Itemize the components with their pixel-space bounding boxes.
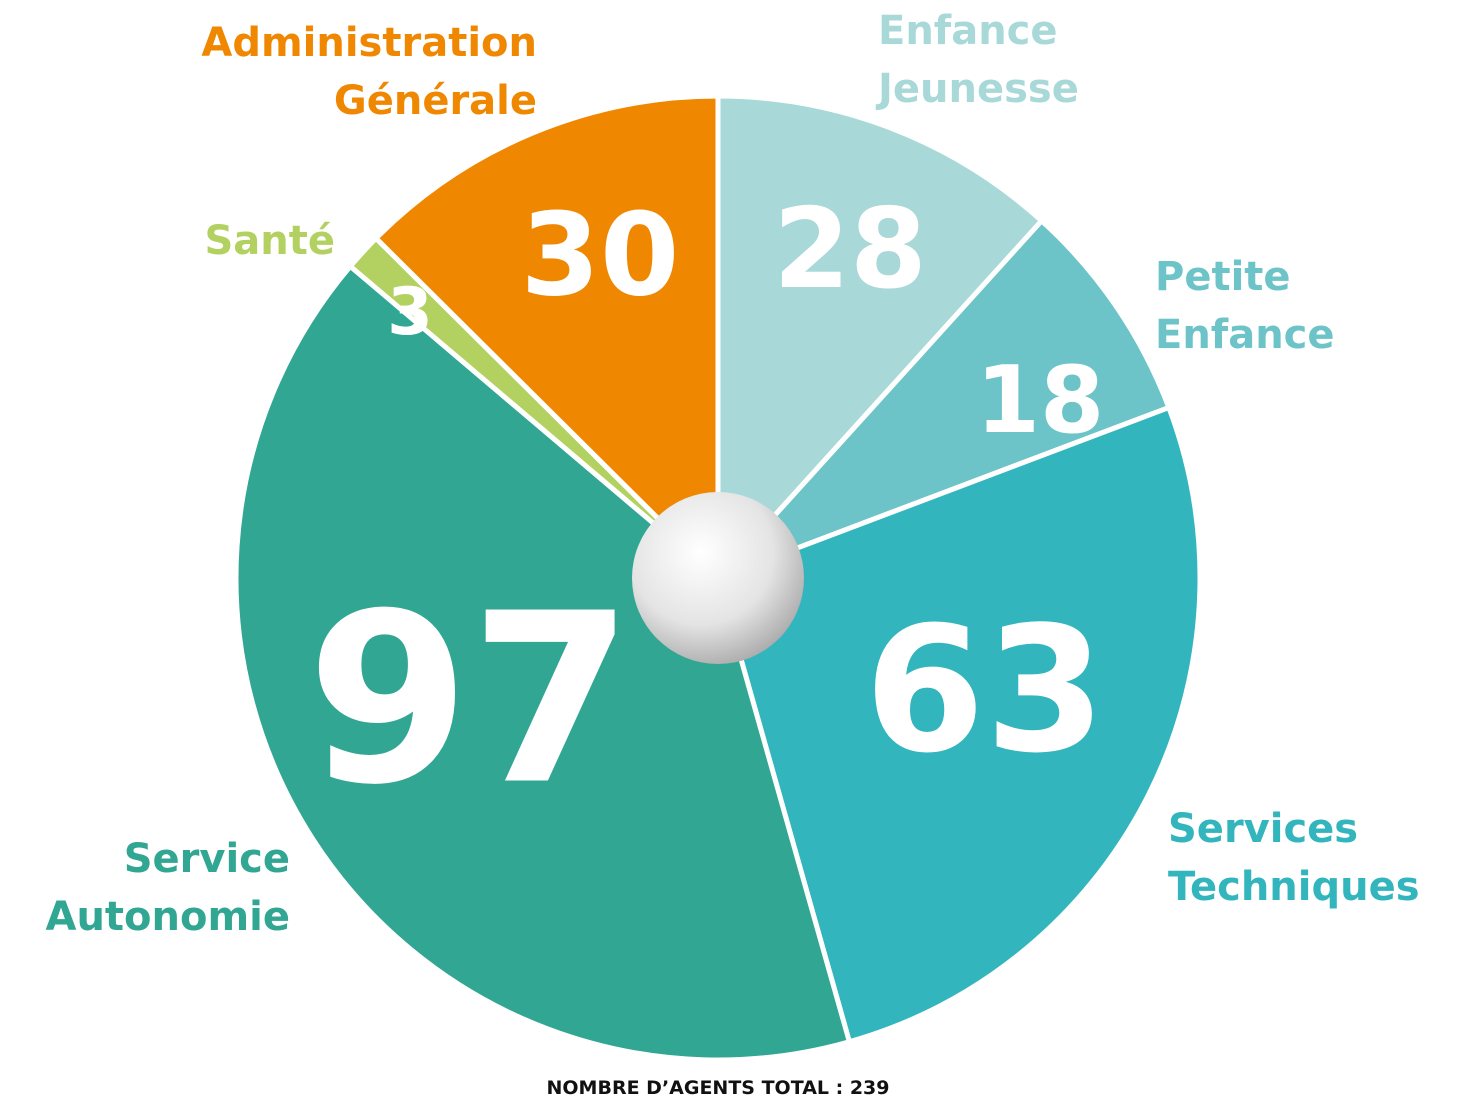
slice [714, 404, 1203, 1045]
value-label: 63 [864, 589, 1105, 791]
category-label: Service Autonomie [45, 836, 290, 940]
category-label: Santé [204, 218, 335, 264]
slice [716, 217, 1173, 581]
value-label: 18 [976, 346, 1105, 454]
value-label: 30 [521, 189, 680, 322]
value-label: 97 [307, 564, 633, 837]
value-label: 28 [773, 186, 927, 314]
slice [715, 93, 1046, 585]
slice [233, 262, 853, 1063]
category-label: Services Techniques [1168, 806, 1420, 910]
center-hub [632, 492, 804, 664]
category-label: Petite Enfance [1155, 254, 1335, 358]
slices [233, 93, 1203, 1063]
category-label: Administration Générale [201, 20, 537, 124]
slice [372, 93, 721, 585]
category-label: Enfance Jeunesse [878, 8, 1079, 112]
value-labels: 28 18 63 97 3 30 [307, 186, 1106, 837]
value-label: 3 [387, 274, 433, 350]
footer: NOMBRE D’AGENTS TOTAL : 239 [547, 1077, 890, 1099]
